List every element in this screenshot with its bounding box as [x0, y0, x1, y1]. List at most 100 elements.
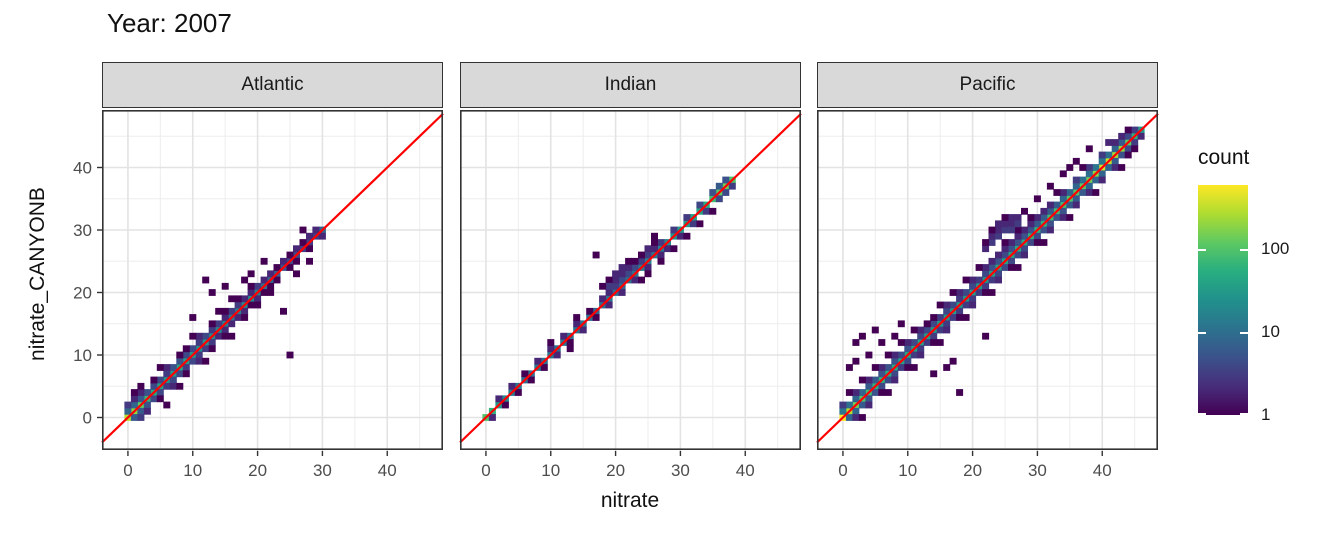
- bin-cell: [176, 370, 184, 378]
- bin-cell: [1014, 251, 1022, 259]
- bin-cell: [202, 357, 210, 365]
- bin-cell: [930, 339, 938, 346]
- facet-strip-indian: Indian: [460, 62, 801, 108]
- legend-tick-label: 1: [1261, 405, 1271, 424]
- bin-cell: [839, 401, 847, 409]
- bin-cell: [956, 314, 964, 321]
- bin-cell: [293, 245, 300, 253]
- bin-cell: [644, 251, 652, 259]
- bin-cell: [1066, 164, 1074, 171]
- x-tick-label: 40: [378, 461, 397, 480]
- y-tick-label: 40: [73, 159, 92, 178]
- y-axis-title: nitrate_CANYONB: [26, 187, 49, 361]
- bin-cell: [910, 351, 918, 359]
- bin-cell: [858, 401, 866, 409]
- bin-cell: [1033, 195, 1041, 203]
- bin-cell: [884, 364, 892, 371]
- bin-cell: [202, 276, 210, 284]
- bin-cell: [247, 289, 255, 296]
- bin-cell: [995, 232, 1002, 240]
- bin-cell: [1079, 164, 1087, 171]
- bin-cell: [930, 332, 938, 340]
- bin-cell: [865, 376, 873, 384]
- bin-cell: [930, 320, 938, 328]
- bin-cell: [1021, 232, 1028, 240]
- bin-cell: [676, 232, 684, 240]
- bin-cell: [852, 339, 860, 346]
- bin-cell: [182, 364, 190, 371]
- bin-cell: [182, 370, 190, 378]
- bin-cell: [982, 239, 990, 246]
- bin-cell: [631, 257, 639, 265]
- bin-cell: [618, 264, 626, 271]
- bin-cell: [904, 345, 912, 353]
- bin-cell: [163, 370, 171, 378]
- bin-cell: [982, 270, 990, 278]
- bin-cell: [910, 364, 918, 371]
- bin-cell: [962, 314, 970, 321]
- bin-cell: [897, 320, 905, 328]
- bin-cell: [1118, 151, 1126, 159]
- bin-cell: [897, 339, 905, 346]
- bin-cell: [657, 257, 665, 265]
- bin-cell: [234, 301, 242, 309]
- bin-cell: [638, 276, 645, 284]
- bin-cell: [1027, 214, 1035, 221]
- bin-cell: [956, 295, 964, 303]
- bin-cell: [1014, 239, 1022, 246]
- bin-cell: [917, 345, 925, 353]
- bin-cell: [975, 264, 983, 271]
- bin-cell: [891, 351, 899, 359]
- bin-cell: [871, 376, 879, 384]
- bin-cell: [982, 282, 990, 290]
- bin-cell: [1008, 220, 1015, 228]
- bin-cell: [221, 282, 229, 290]
- gridlines-major: [102, 110, 443, 450]
- bin-cell: [267, 270, 275, 278]
- bin-cell: [1033, 232, 1041, 240]
- bin-cell: [982, 245, 990, 253]
- bin-cell: [273, 264, 281, 271]
- bin-cell: [189, 357, 197, 365]
- x-axis-ticks: 0 10 20 30 40: [481, 450, 755, 480]
- bin-cell: [943, 320, 951, 328]
- bin-cell: [625, 257, 633, 265]
- bin-cell: [299, 226, 307, 234]
- bin-cell: [156, 395, 164, 403]
- bin-cell: [189, 345, 197, 353]
- bin-cell: [949, 357, 957, 365]
- bin-cell: [891, 357, 899, 365]
- bin-cell: [241, 314, 249, 321]
- bin-cell: [137, 407, 145, 415]
- bin-cell: [286, 251, 294, 259]
- bin-cell: [202, 345, 210, 353]
- bin-cell: [845, 389, 853, 396]
- bin-cell: [891, 332, 899, 340]
- legend-tick-mark: [1240, 413, 1248, 415]
- bin-cell: [988, 289, 996, 296]
- bin-cell: [969, 282, 977, 290]
- bin-cell: [1072, 195, 1080, 203]
- bin-cell: [930, 314, 938, 321]
- bin-cell: [722, 189, 730, 196]
- bin-cell: [1072, 176, 1080, 184]
- bin-cell: [988, 232, 996, 240]
- bin-cell: [137, 389, 145, 396]
- bin-cell: [501, 401, 509, 409]
- bin-cell: [150, 395, 158, 403]
- bin-cell: [904, 339, 912, 346]
- bin-cell: [1001, 220, 1009, 228]
- bin-cell: [228, 320, 236, 328]
- bin-cell: [1059, 207, 1067, 215]
- legend-colorbar: [1198, 185, 1248, 415]
- bin-cell: [910, 326, 918, 334]
- bin-cell: [845, 414, 853, 421]
- bin-cell: [1085, 182, 1093, 190]
- bin-cell: [936, 314, 944, 321]
- bin-cell: [1008, 239, 1015, 246]
- bin-cell: [312, 226, 320, 234]
- bin-cell: [897, 351, 905, 359]
- bin-cell: [1066, 189, 1074, 196]
- bin-cell: [923, 326, 931, 334]
